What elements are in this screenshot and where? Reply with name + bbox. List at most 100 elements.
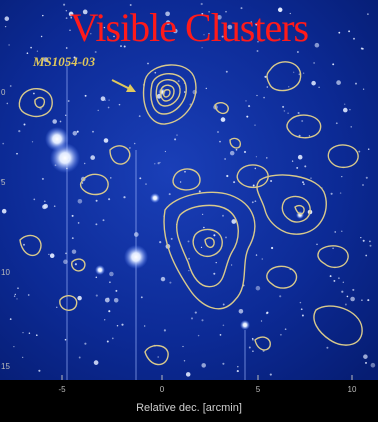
star [256, 50, 259, 52]
star [301, 314, 304, 317]
star [33, 198, 36, 201]
star [266, 86, 269, 88]
star [243, 150, 247, 154]
star [205, 87, 207, 90]
star [1, 208, 7, 214]
star [108, 310, 111, 313]
star [138, 115, 141, 117]
star [289, 12, 291, 15]
star [54, 164, 57, 167]
star [113, 298, 119, 303]
star [83, 162, 86, 165]
star [43, 57, 49, 63]
star [95, 223, 98, 226]
star [329, 275, 332, 278]
star [222, 303, 225, 306]
star [225, 70, 228, 73]
star [43, 200, 46, 203]
star [190, 317, 194, 320]
star [100, 96, 106, 102]
star [203, 226, 205, 229]
star [261, 258, 264, 260]
star [81, 182, 84, 184]
star [113, 35, 115, 38]
star [227, 24, 233, 30]
star [67, 158, 70, 161]
star [220, 117, 226, 122]
star [337, 277, 340, 280]
star [90, 33, 92, 35]
star [95, 276, 98, 279]
star [65, 252, 67, 255]
star [71, 249, 77, 254]
star [42, 14, 44, 17]
star [2, 142, 5, 145]
star [42, 204, 47, 210]
star [266, 311, 269, 314]
axis-ticks [61, 375, 353, 380]
star [8, 44, 10, 46]
star [257, 41, 259, 43]
x-ray-contours [18, 61, 363, 366]
star [342, 281, 344, 283]
star [187, 240, 190, 243]
star [198, 190, 201, 193]
star [103, 26, 106, 29]
star [349, 108, 351, 111]
star [365, 361, 367, 364]
star [367, 148, 370, 150]
star [278, 38, 281, 41]
arrow-icon [111, 79, 136, 92]
star [95, 294, 98, 297]
star [271, 246, 274, 250]
star [255, 23, 258, 26]
star [344, 303, 347, 306]
star [370, 362, 376, 368]
star [302, 181, 304, 184]
star [222, 214, 224, 217]
star [367, 13, 369, 15]
star [70, 17, 72, 19]
x-tick-label: -5 [58, 385, 66, 394]
star [346, 295, 349, 298]
star [159, 161, 161, 164]
star [144, 325, 146, 327]
star [22, 331, 24, 334]
star [341, 175, 343, 178]
star [129, 4, 132, 6]
star [118, 103, 121, 106]
star [78, 356, 81, 359]
star [316, 243, 318, 246]
star [40, 35, 43, 38]
star [341, 230, 343, 232]
star [74, 263, 77, 266]
star [65, 114, 67, 116]
star [344, 103, 346, 105]
star [182, 345, 184, 348]
star [197, 334, 200, 337]
star [341, 290, 344, 293]
star [291, 160, 294, 162]
star [251, 201, 254, 204]
x-tick-label: 0 [159, 385, 165, 394]
y-tick-label: 15 [1, 362, 10, 371]
star [147, 62, 149, 65]
star [361, 299, 363, 302]
star [183, 91, 186, 93]
star [65, 10, 67, 12]
star [365, 254, 368, 257]
y-tick-label: 5 [1, 178, 6, 187]
star [311, 80, 316, 86]
star [184, 170, 186, 173]
star [362, 184, 364, 186]
star [254, 124, 256, 126]
star [293, 71, 295, 73]
star [334, 231, 336, 233]
star [240, 7, 243, 10]
star [109, 281, 111, 284]
star [217, 131, 219, 133]
star [225, 10, 227, 13]
star [76, 130, 79, 133]
star [213, 272, 216, 275]
